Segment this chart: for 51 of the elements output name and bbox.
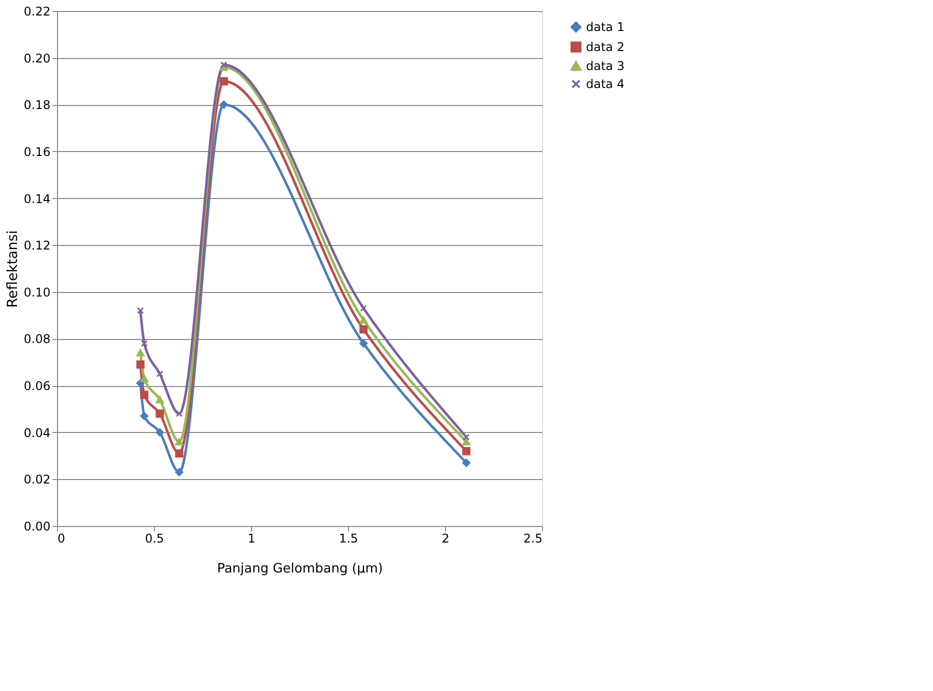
point [462, 458, 470, 467]
point [136, 360, 145, 369]
y-tick-label: 0.22 [24, 4, 50, 18]
point [136, 307, 144, 314]
y-tick-label: 0.00 [24, 520, 50, 534]
legend-label: data 1 [586, 20, 624, 34]
point [140, 340, 148, 347]
legend-label: data 3 [586, 59, 624, 73]
point [359, 339, 368, 348]
x-tick-label: 0 [58, 532, 66, 546]
point [156, 370, 164, 378]
point [220, 61, 228, 68]
y-tick-label: 0.10 [24, 285, 50, 300]
point [462, 434, 470, 440]
x-tick-label: 2.5 [523, 532, 542, 546]
x-tick-label: 1.5 [338, 532, 358, 546]
x-tick-label: 1 [248, 532, 256, 546]
point [220, 100, 228, 109]
y-tick-label: 0.08 [24, 332, 50, 346]
y-tick-label: 0.02 [24, 472, 50, 487]
point [156, 428, 164, 436]
point [462, 438, 470, 446]
y-tick-label: 0.12 [24, 238, 50, 253]
y-tick-label: 0.06 [24, 379, 50, 394]
legend-label: data 2 [586, 40, 624, 54]
y-axis-title: Reflektansi [4, 230, 21, 308]
y-tick-label: 0.16 [24, 144, 50, 159]
y-tick-label: 0.14 [24, 192, 50, 206]
point [136, 349, 145, 356]
y-tick-label: 0.20 [24, 51, 50, 66]
point [359, 316, 368, 324]
point [136, 379, 145, 388]
y-tick-label: 0.18 [24, 98, 50, 112]
point [175, 438, 184, 446]
point [359, 325, 368, 334]
legend-label: data 4 [586, 77, 624, 91]
point [140, 374, 148, 382]
point [220, 77, 228, 86]
y-tick-label: 0.04 [24, 426, 50, 440]
x-tick-label: 2 [442, 532, 450, 546]
point [462, 446, 470, 456]
point [140, 390, 148, 400]
point [156, 410, 164, 418]
point [175, 468, 184, 476]
x-tick-label: 0.5 [144, 532, 164, 546]
point [156, 396, 164, 404]
x-axis-title: Panjang Gelombang (µm) [217, 562, 383, 576]
point [360, 304, 367, 312]
point [176, 410, 183, 418]
point [175, 449, 184, 458]
point [140, 412, 148, 420]
